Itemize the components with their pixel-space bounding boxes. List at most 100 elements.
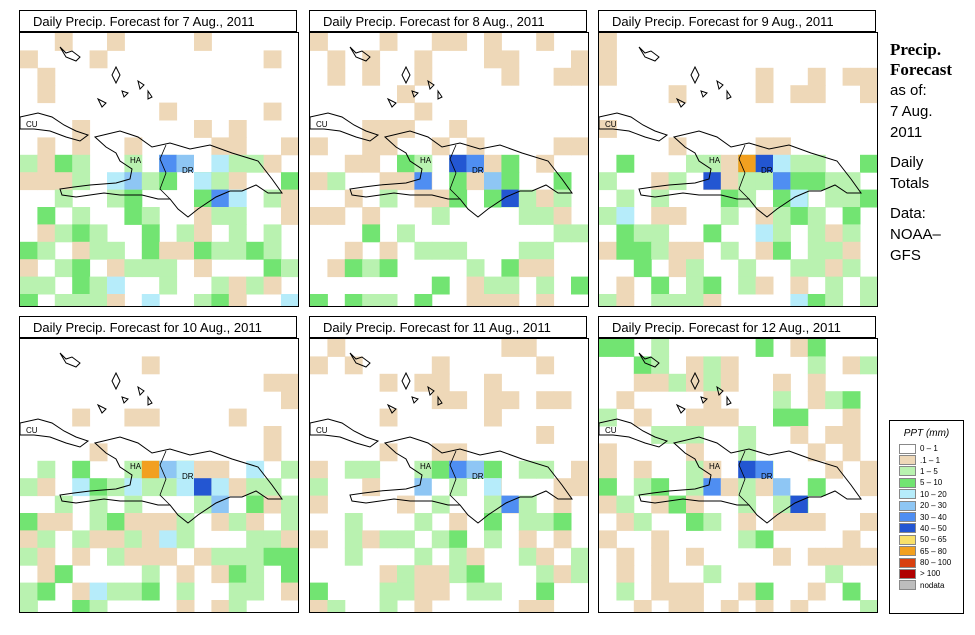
precip-cell <box>263 530 282 549</box>
precip-cell <box>124 547 143 566</box>
precip-cell <box>310 356 328 375</box>
precip-cell <box>54 513 73 531</box>
precip-cell <box>211 294 230 306</box>
forecast-panel-2: Daily Precip. Forecast for 8 Aug., 2011 … <box>309 10 589 318</box>
coastline <box>111 65 121 85</box>
legend-swatch <box>899 534 916 545</box>
precip-cell <box>107 276 125 295</box>
legend-item: 30 – 40 <box>899 511 963 523</box>
precip-cell <box>37 530 56 549</box>
precip-cell <box>790 276 809 295</box>
country-label-ha: HA <box>130 462 142 471</box>
precip-cell <box>281 373 298 392</box>
precip-cell <box>755 530 774 549</box>
coastline <box>427 385 435 396</box>
country-label-cu: CU <box>316 120 328 129</box>
precip-cell <box>124 137 143 156</box>
precip-cell <box>860 189 877 208</box>
precip-cell <box>176 600 195 612</box>
precip-cell <box>518 547 537 566</box>
precip-cell <box>141 259 160 278</box>
precip-cell <box>176 460 194 479</box>
precip-cell <box>194 189 212 208</box>
precip-cell <box>362 530 381 549</box>
totals-label: Totals <box>890 175 930 192</box>
precip-cell <box>397 530 415 549</box>
precip-cell <box>72 224 91 243</box>
forecast-panel-1: Daily Precip. Forecast for 7 Aug., 2011 … <box>19 10 299 318</box>
precip-cell <box>228 582 247 601</box>
precip-cell <box>159 276 178 295</box>
country-label-dr: DR <box>472 166 484 175</box>
precip-cell <box>431 530 450 549</box>
precip-cell <box>124 582 143 601</box>
precip-cell <box>651 495 670 514</box>
precip-cell <box>501 154 520 173</box>
precip-cell <box>211 495 229 513</box>
precip-cell <box>501 259 520 278</box>
precip-cell <box>484 276 502 295</box>
precip-cell <box>738 426 757 444</box>
precip-cell <box>484 408 502 427</box>
precip-cell <box>755 460 773 479</box>
precip-cell <box>54 294 73 306</box>
precip-cell <box>553 530 572 549</box>
forecast-panel-3: Daily Precip. Forecast for 9 Aug., 2011 … <box>598 10 878 318</box>
precip-cell <box>807 224 826 243</box>
precip-cell <box>159 102 178 121</box>
precip-cell <box>431 565 450 584</box>
precip-cell <box>263 241 282 260</box>
precip-cell <box>536 547 555 566</box>
precip-cell <box>431 207 450 225</box>
precip-cell <box>379 373 398 392</box>
precip-cell <box>107 189 125 208</box>
precip-cell <box>738 582 757 601</box>
precip-cell <box>211 478 230 497</box>
precip-cell <box>484 495 502 514</box>
precip-cell <box>263 426 282 444</box>
precip-cell <box>310 294 328 306</box>
precip-cell <box>668 207 687 225</box>
coastline <box>310 112 380 142</box>
precip-cell <box>773 189 791 208</box>
precip-cell <box>54 189 73 208</box>
precip-cell <box>484 154 502 173</box>
coastline <box>716 385 724 396</box>
precip-cell <box>228 207 247 225</box>
date-line-1: 7 Aug. <box>890 103 933 120</box>
precip-cell <box>246 513 265 531</box>
precip-cell <box>518 513 537 531</box>
precip-cell <box>228 294 247 306</box>
precip-cell <box>327 50 346 69</box>
coastline <box>427 79 435 90</box>
precip-cell <box>616 339 635 357</box>
precip-cell <box>842 443 861 462</box>
precip-cell <box>20 50 38 69</box>
precip-cell <box>37 172 56 191</box>
precip-cell <box>807 478 826 497</box>
precip-cell <box>281 582 298 601</box>
precip-cell <box>755 582 774 601</box>
precip-cell <box>616 241 635 260</box>
precip-cell <box>571 67 588 86</box>
precip-cell <box>37 241 56 260</box>
precip-cell <box>790 259 809 278</box>
precip-cell <box>124 478 142 496</box>
coastline <box>411 396 419 404</box>
coastline <box>690 371 700 391</box>
precip-cell <box>825 547 844 566</box>
coastline <box>59 46 81 62</box>
precip-cell <box>501 172 520 191</box>
precip-cell <box>176 565 195 584</box>
precip-cell <box>571 137 588 156</box>
precip-cell <box>449 172 468 191</box>
precip-cell <box>703 391 722 410</box>
panel-title: Daily Precip. Forecast for 9 Aug., 2011 <box>598 10 876 32</box>
precip-cell <box>379 172 398 191</box>
legend-label: > 100 <box>920 569 941 579</box>
precip-cell <box>466 547 485 566</box>
precip-cell <box>616 513 635 531</box>
precip-cell <box>518 600 537 612</box>
precip-cell <box>484 530 502 549</box>
precip-cell <box>263 443 282 462</box>
